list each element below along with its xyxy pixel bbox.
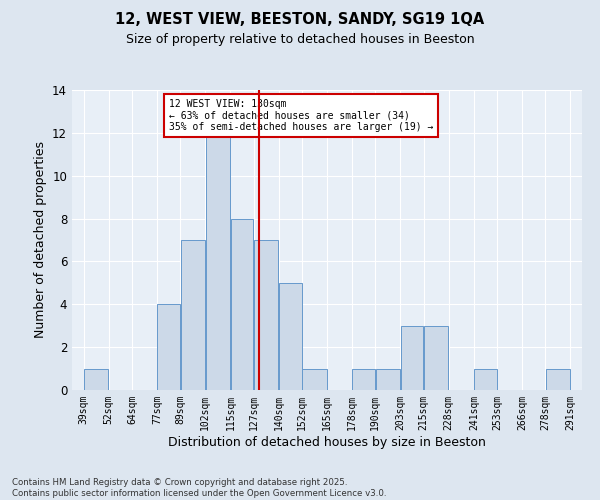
- Bar: [545, 368, 570, 390]
- Bar: [302, 368, 326, 390]
- Bar: [157, 304, 180, 390]
- Bar: [279, 283, 302, 390]
- Bar: [474, 368, 497, 390]
- Bar: [206, 133, 230, 390]
- X-axis label: Distribution of detached houses by size in Beeston: Distribution of detached houses by size …: [168, 436, 486, 448]
- Bar: [401, 326, 423, 390]
- Bar: [181, 240, 205, 390]
- Bar: [376, 368, 400, 390]
- Text: 12 WEST VIEW: 130sqm
← 63% of detached houses are smaller (34)
35% of semi-detac: 12 WEST VIEW: 130sqm ← 63% of detached h…: [169, 98, 433, 132]
- Y-axis label: Number of detached properties: Number of detached properties: [34, 142, 47, 338]
- Bar: [424, 326, 448, 390]
- Bar: [254, 240, 278, 390]
- Text: Size of property relative to detached houses in Beeston: Size of property relative to detached ho…: [125, 32, 475, 46]
- Text: Contains HM Land Registry data © Crown copyright and database right 2025.
Contai: Contains HM Land Registry data © Crown c…: [12, 478, 386, 498]
- Text: 12, WEST VIEW, BEESTON, SANDY, SG19 1QA: 12, WEST VIEW, BEESTON, SANDY, SG19 1QA: [115, 12, 485, 28]
- Bar: [352, 368, 375, 390]
- Bar: [84, 368, 109, 390]
- Bar: [231, 218, 253, 390]
